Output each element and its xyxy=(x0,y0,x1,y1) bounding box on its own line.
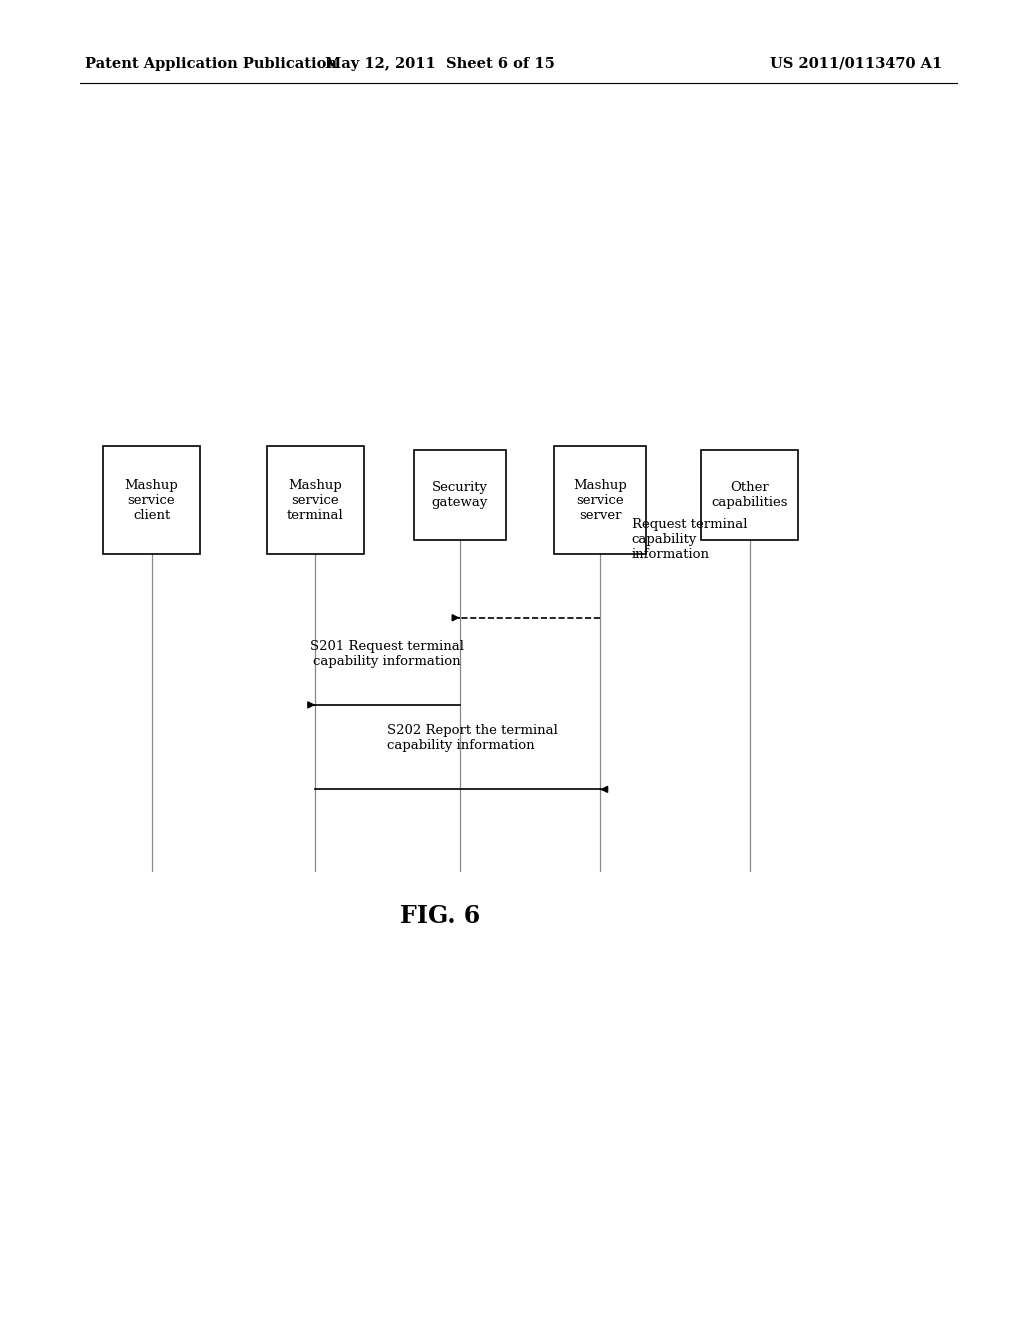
Text: S202 Report the terminal
capability information: S202 Report the terminal capability info… xyxy=(387,725,558,752)
Text: Other
capabilities: Other capabilities xyxy=(712,480,787,510)
Text: S201 Request terminal
capability information: S201 Request terminal capability informa… xyxy=(310,640,464,668)
Bar xyxy=(267,446,364,554)
Bar xyxy=(103,446,200,554)
Text: Mashup
service
terminal: Mashup service terminal xyxy=(287,479,344,521)
Text: US 2011/0113470 A1: US 2011/0113470 A1 xyxy=(770,57,942,71)
Text: Patent Application Publication: Patent Application Publication xyxy=(85,57,337,71)
Text: Mashup
service
server: Mashup service server xyxy=(573,479,627,521)
Text: May 12, 2011  Sheet 6 of 15: May 12, 2011 Sheet 6 of 15 xyxy=(326,57,555,71)
Bar xyxy=(701,450,798,540)
Bar xyxy=(554,446,646,554)
Text: FIG. 6: FIG. 6 xyxy=(400,904,480,928)
Bar xyxy=(414,450,506,540)
Text: Security
gateway: Security gateway xyxy=(431,480,488,510)
Text: Request terminal
capability
information: Request terminal capability information xyxy=(632,517,748,561)
Text: Mashup
service
client: Mashup service client xyxy=(125,479,178,521)
